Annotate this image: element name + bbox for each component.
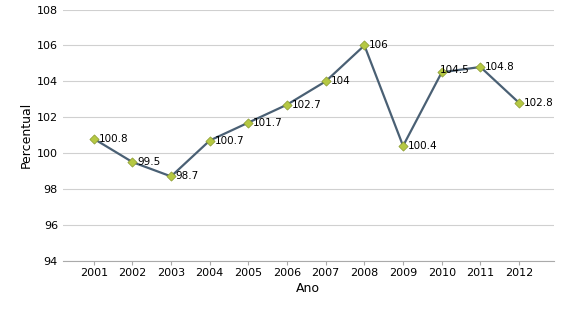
Text: 102.7: 102.7 xyxy=(292,100,321,110)
Point xyxy=(128,160,137,165)
Point xyxy=(167,174,176,179)
Point xyxy=(399,143,408,149)
Text: 98.7: 98.7 xyxy=(176,171,199,182)
Point xyxy=(283,102,292,107)
Point xyxy=(321,79,330,84)
Y-axis label: Percentual: Percentual xyxy=(19,102,33,168)
Text: 100.8: 100.8 xyxy=(98,134,128,144)
Point xyxy=(360,43,369,48)
Text: 104: 104 xyxy=(331,76,350,86)
Text: 104.8: 104.8 xyxy=(485,62,515,72)
Text: 102.8: 102.8 xyxy=(524,98,553,108)
Point xyxy=(476,65,485,70)
Point xyxy=(89,136,98,141)
Point xyxy=(205,138,214,143)
Point xyxy=(244,120,253,125)
Text: 101.7: 101.7 xyxy=(253,118,283,128)
Text: 106: 106 xyxy=(369,40,389,51)
Point xyxy=(437,70,447,75)
X-axis label: Ano: Ano xyxy=(296,282,320,295)
Text: 104.5: 104.5 xyxy=(440,65,469,75)
Point xyxy=(514,100,524,105)
Text: 100.4: 100.4 xyxy=(408,141,437,151)
Text: 100.7: 100.7 xyxy=(214,135,244,146)
Text: 99.5: 99.5 xyxy=(137,157,160,167)
